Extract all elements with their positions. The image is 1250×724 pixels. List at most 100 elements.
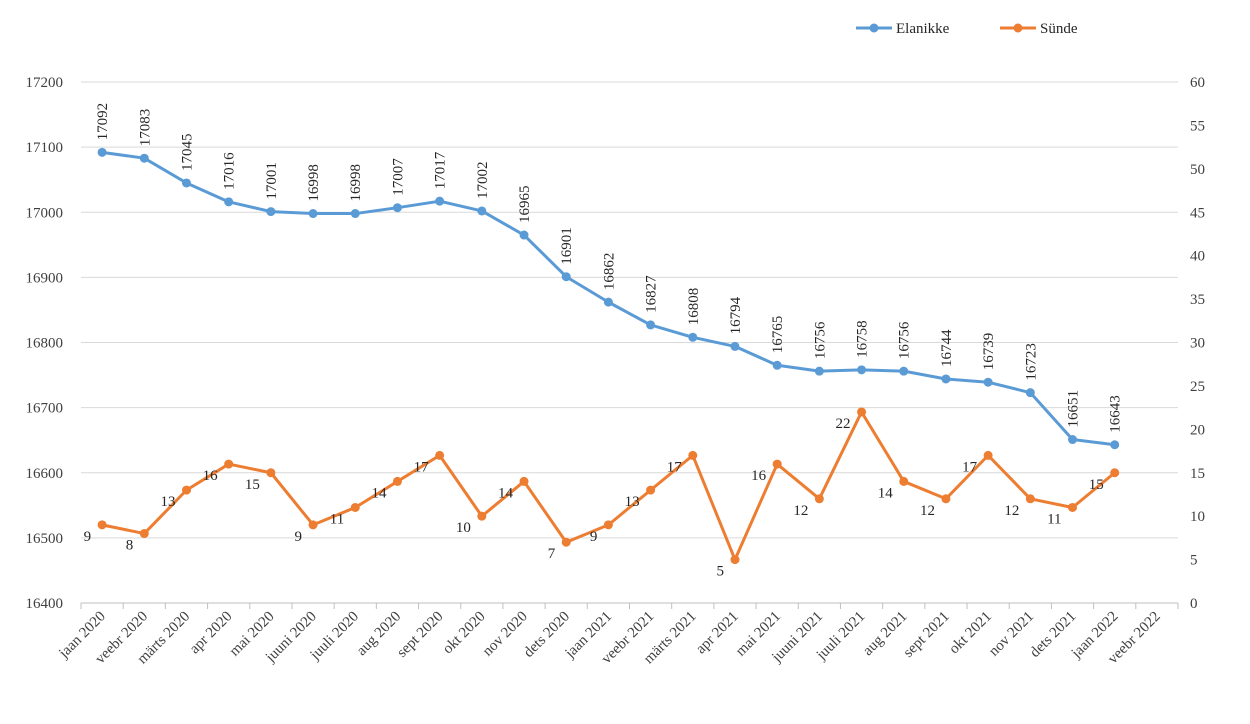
data-label: 9 — [590, 529, 598, 545]
data-point — [139, 529, 149, 539]
data-point — [814, 494, 824, 504]
right-tick-label: 40 — [1190, 249, 1205, 265]
data-point — [561, 537, 571, 547]
data-label: 12 — [920, 503, 935, 519]
data-label: 14 — [371, 485, 387, 501]
data-label: 14 — [878, 485, 894, 501]
data-point — [308, 209, 318, 219]
data-point — [139, 153, 149, 163]
gridlines — [81, 81, 1178, 539]
right-tick-label: 0 — [1190, 596, 1198, 612]
data-label: 15 — [1089, 477, 1104, 493]
right-tick-label: 45 — [1190, 205, 1205, 221]
legend-marker — [869, 23, 879, 33]
data-point — [983, 450, 993, 460]
data-label: 16827 — [644, 275, 660, 313]
data-label: 17 — [962, 459, 978, 475]
left-tick-label: 16800 — [26, 336, 64, 352]
data-point — [97, 147, 107, 157]
data-label: 16 — [203, 468, 219, 484]
data-label: 17001 — [264, 162, 280, 200]
left-tick-label: 16900 — [26, 270, 64, 286]
data-label: 16744 — [939, 329, 955, 367]
data-label: 17092 — [95, 103, 111, 141]
data-label: 7 — [548, 546, 556, 562]
data-point — [899, 366, 909, 376]
data-label: 16756 — [812, 321, 828, 359]
data-point — [308, 520, 318, 530]
data-label: 15 — [245, 477, 260, 493]
data-point — [224, 459, 234, 469]
right-tick-label: 50 — [1190, 162, 1205, 178]
right-tick-label: 55 — [1190, 118, 1205, 134]
data-label: 16808 — [686, 288, 702, 326]
right-tick-label: 25 — [1190, 379, 1205, 395]
right-tick-label: 15 — [1190, 466, 1205, 482]
data-label: 16758 — [855, 320, 871, 358]
data-point — [899, 476, 909, 486]
right-axis-ticks: 0 5 10 15 20 25 30 35 40 45 50 55 60 — [1190, 75, 1205, 612]
left-tick-label: 16700 — [26, 401, 64, 417]
data-point — [181, 178, 191, 188]
data-point — [1110, 468, 1120, 478]
data-label: 17016 — [222, 152, 238, 190]
series-lines — [97, 147, 1120, 565]
data-label: 17045 — [179, 133, 195, 171]
data-point — [730, 555, 740, 565]
data-label: 17007 — [390, 158, 406, 196]
data-point — [1068, 502, 1078, 512]
left-tick-label: 16600 — [26, 466, 64, 482]
data-label: 5 — [716, 564, 724, 580]
data-point — [392, 476, 402, 486]
data-point — [688, 332, 698, 342]
data-point — [477, 511, 487, 521]
data-label: 17 — [414, 459, 430, 475]
right-tick-label: 60 — [1190, 75, 1205, 91]
legend-marker — [1013, 23, 1023, 33]
data-point — [772, 360, 782, 370]
legend-label: Elanikke — [896, 21, 950, 37]
data-label: 12 — [1004, 503, 1019, 519]
data-point — [730, 341, 740, 351]
data-label: 16794 — [728, 296, 744, 334]
data-point — [646, 320, 656, 330]
right-tick-label: 5 — [1190, 553, 1198, 569]
data-point — [857, 407, 867, 417]
data-point — [392, 203, 402, 213]
data-point — [181, 485, 191, 495]
data-point — [435, 450, 445, 460]
data-point — [350, 209, 360, 219]
left-tick-label: 17100 — [26, 140, 64, 156]
data-label: 11 — [330, 511, 344, 527]
legend: Elanikke Sünde — [856, 21, 1078, 37]
data-point — [772, 459, 782, 469]
data-label: 16 — [751, 468, 767, 484]
data-point — [857, 365, 867, 375]
left-tick-label: 16500 — [26, 531, 64, 547]
data-point — [224, 197, 234, 207]
data-point — [1068, 435, 1078, 445]
data-label: 16965 — [517, 186, 533, 224]
data-point — [941, 374, 951, 384]
right-tick-label: 10 — [1190, 509, 1205, 525]
data-label: 16862 — [601, 253, 617, 291]
x-tick-label: sept 2020 — [394, 609, 446, 661]
data-label: 17083 — [137, 109, 153, 147]
data-point — [603, 297, 613, 307]
data-label: 13 — [160, 494, 175, 510]
right-tick-label: 30 — [1190, 336, 1205, 352]
left-tick-label: 16400 — [26, 596, 64, 612]
data-point — [97, 520, 107, 530]
data-label: 17 — [667, 459, 683, 475]
data-point — [983, 377, 993, 387]
data-label: 16998 — [348, 164, 364, 202]
data-point — [519, 230, 529, 240]
data-point — [814, 366, 824, 376]
data-label: 16643 — [1108, 395, 1124, 433]
right-tick-label: 35 — [1190, 292, 1205, 308]
data-label: 11 — [1047, 511, 1061, 527]
data-point — [1025, 494, 1035, 504]
